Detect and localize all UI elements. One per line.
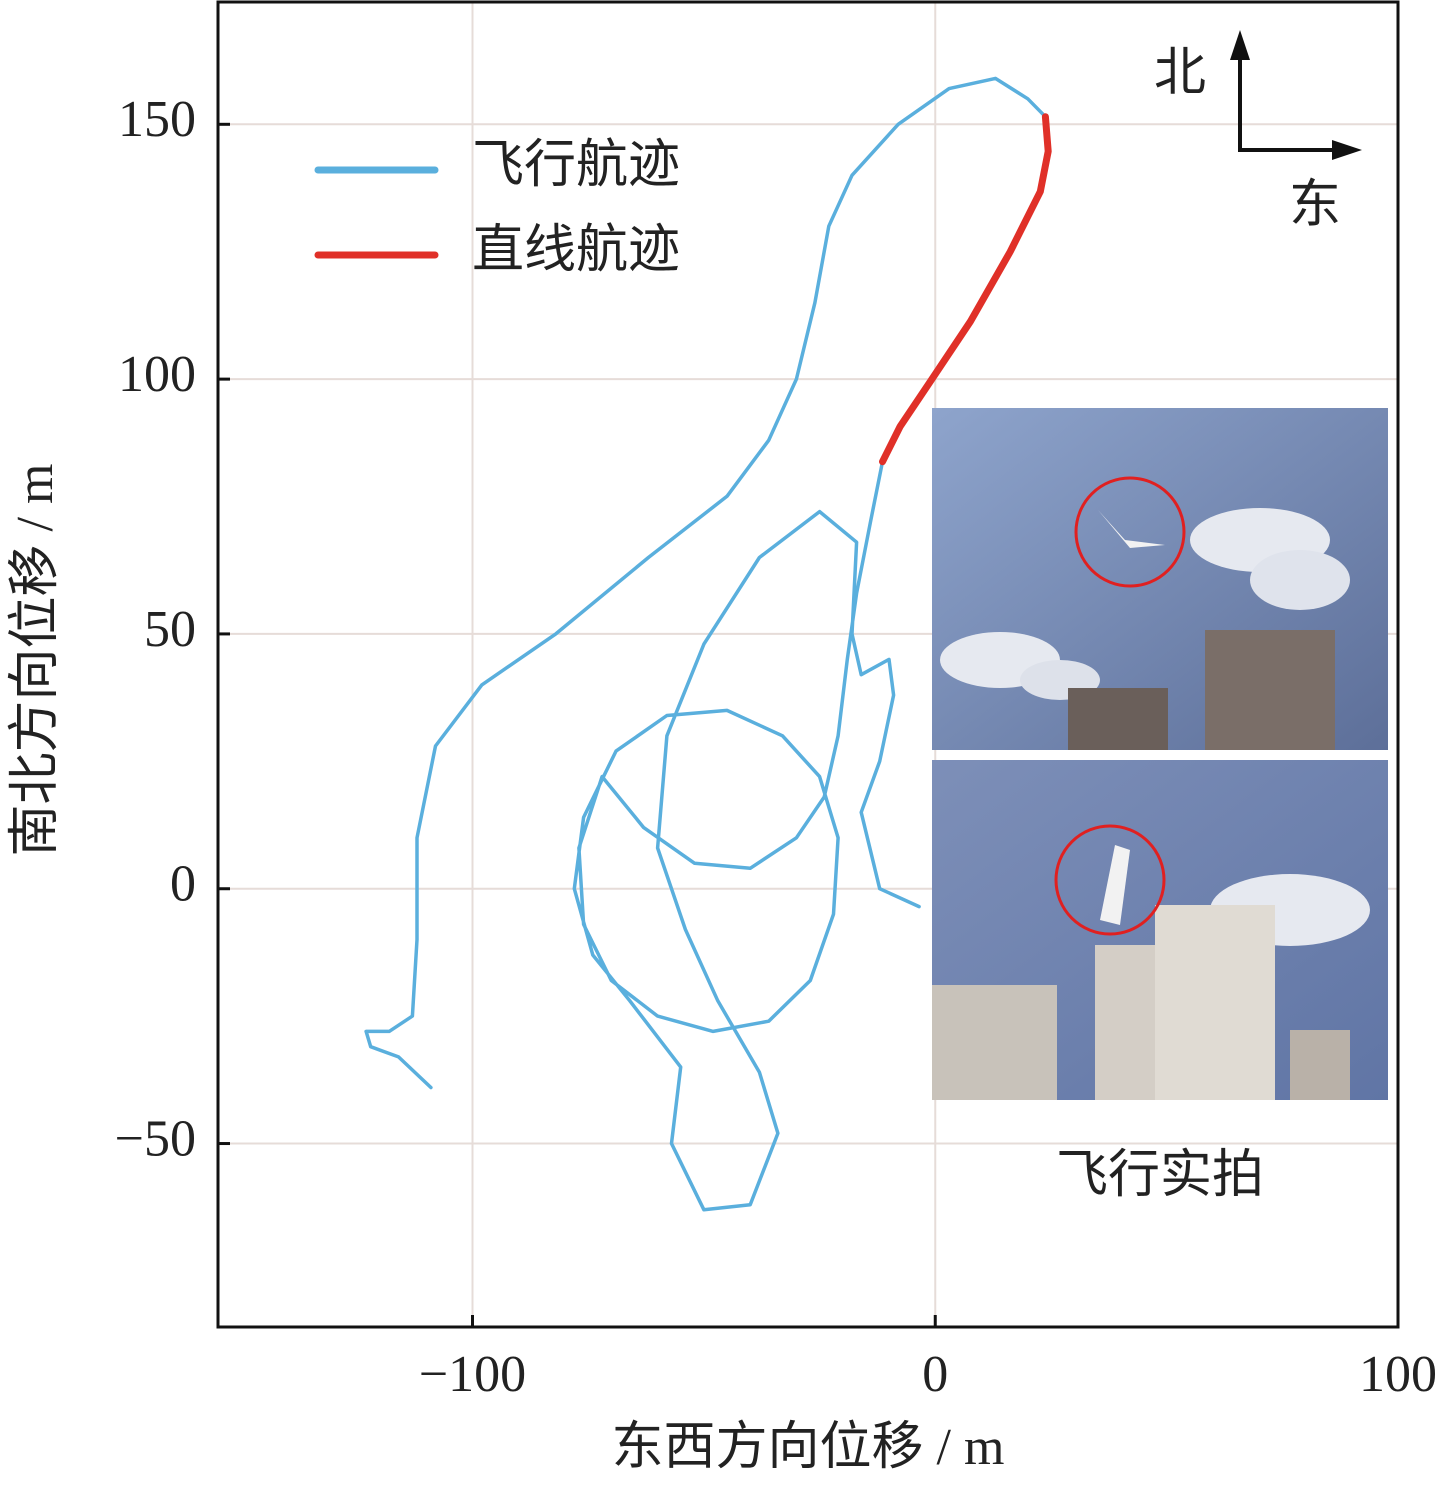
photo-inset [932,408,1388,1100]
y-tick-label: 0 [170,856,196,913]
plot-frame [216,0,1400,1329]
x-tick-label: −100 [419,1346,526,1403]
compass-north: 北 [1154,45,1206,102]
y-tick-label: 100 [118,346,196,403]
legend-label: 直线航迹 [472,222,680,279]
trajectory-line [364,76,1048,1212]
legend-label: 飞行航迹 [472,137,680,194]
compass-east: 东 [1289,177,1341,234]
compass [1230,30,1362,160]
y-axis-label: 南北方向位移 / m [7,464,64,857]
y-tick-label: 50 [144,601,196,658]
trajectory-line [879,113,1052,466]
photo-caption: 飞行实拍 [1056,1147,1264,1204]
x-tick-label: 100 [1359,1346,1437,1403]
x-tick-label: 0 [922,1346,948,1403]
x-axis-label: 东西方向位移 / m [612,1419,1005,1476]
y-tick-label: −50 [115,1110,196,1167]
y-tick-label: 150 [118,91,196,148]
